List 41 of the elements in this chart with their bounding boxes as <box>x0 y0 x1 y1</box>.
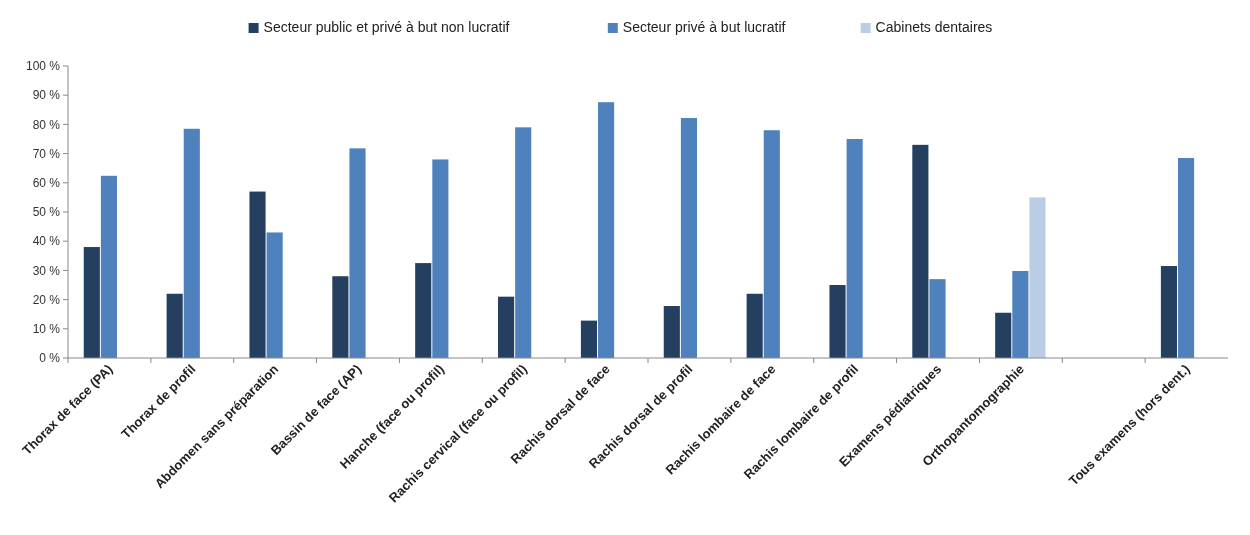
bar <box>598 102 615 358</box>
bar <box>1178 157 1195 358</box>
y-tick-label: 60 % <box>32 176 61 190</box>
y-tick-label: 80 % <box>32 117 61 132</box>
bar <box>183 128 200 358</box>
bar <box>249 191 266 358</box>
y-tick-label: 100 % <box>25 59 61 74</box>
legend-label: Secteur privé à but lucratif <box>622 19 786 35</box>
bar <box>415 263 432 358</box>
bar <box>266 232 283 358</box>
y-tick-label: 10 % <box>32 322 61 336</box>
bar <box>663 306 680 358</box>
bar <box>995 312 1012 358</box>
y-tick-label: 70 % <box>32 146 61 161</box>
bar <box>763 130 780 358</box>
bar <box>515 127 532 358</box>
bar <box>349 148 366 358</box>
bar <box>166 293 183 358</box>
bar <box>846 139 863 358</box>
bar <box>929 279 946 358</box>
bar <box>829 285 846 358</box>
legend-label: Cabinets dentaires <box>875 19 993 35</box>
y-tick-label: 0 % <box>39 351 61 366</box>
bar <box>100 175 117 358</box>
y-tick-label: 40 % <box>32 234 61 249</box>
bar <box>1029 197 1046 358</box>
legend-label: Secteur public et privé à but non lucratif <box>263 19 510 35</box>
bar <box>912 144 929 358</box>
bar <box>580 320 598 358</box>
bar <box>680 117 697 358</box>
bar <box>1160 266 1178 358</box>
y-tick-label: 30 % <box>32 263 61 278</box>
bar <box>1012 270 1029 358</box>
bar <box>432 159 449 358</box>
bar <box>83 247 100 358</box>
y-tick-label: 50 % <box>32 205 61 220</box>
y-tick-label: 90 % <box>32 88 61 103</box>
y-tick-label: 20 % <box>32 292 61 307</box>
bar <box>332 276 349 358</box>
bar <box>498 296 515 358</box>
bar <box>746 293 763 358</box>
